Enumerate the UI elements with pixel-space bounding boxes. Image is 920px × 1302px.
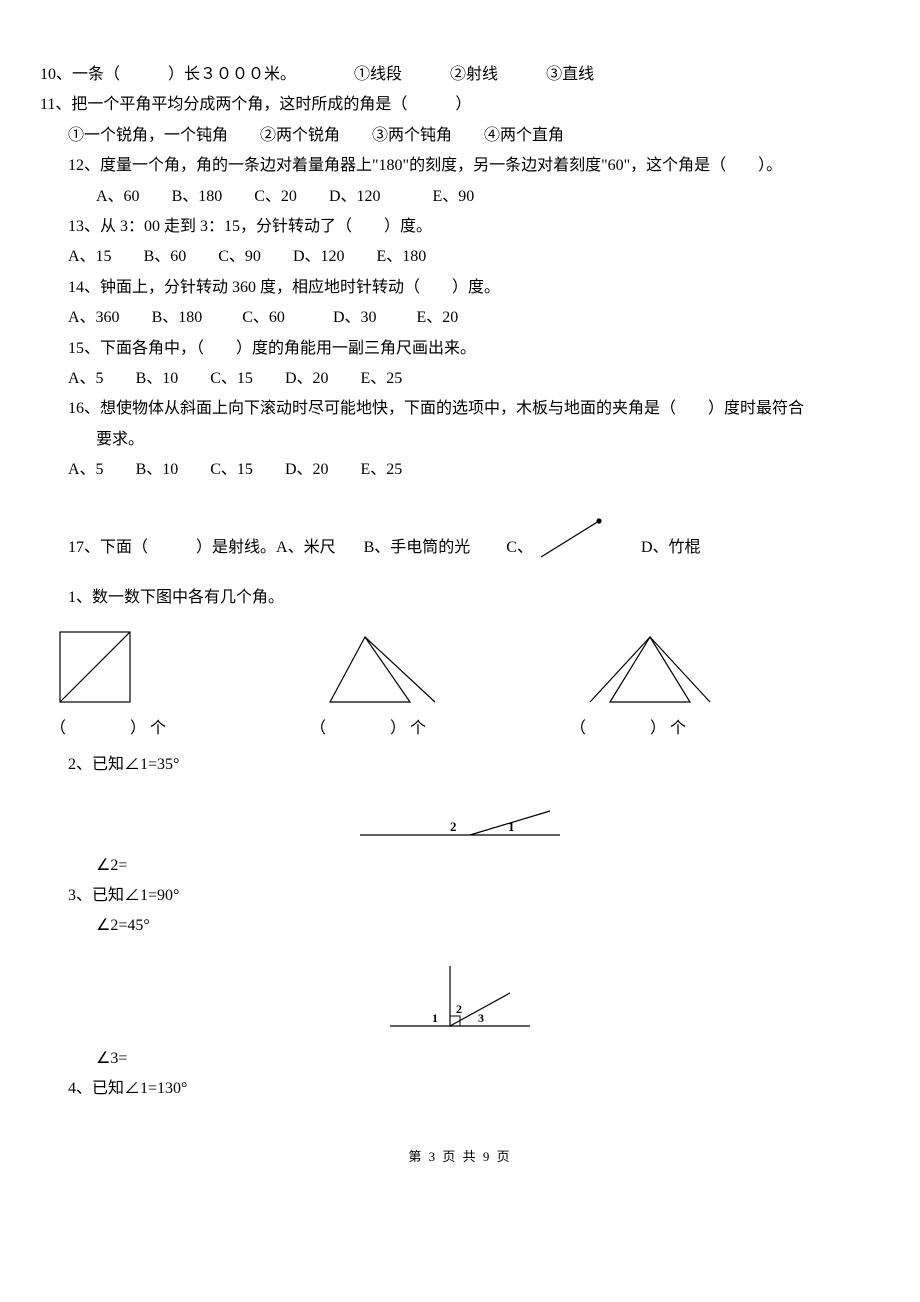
q17-A: A、米尺 bbox=[276, 533, 336, 563]
p3-figure: 1 2 3 bbox=[380, 958, 540, 1038]
q13-E: E、180 bbox=[377, 242, 427, 272]
q14-opts: A、360 B、180 C、60 D、30 E、20 bbox=[40, 303, 880, 333]
q13-D: D、120 bbox=[293, 242, 345, 272]
q12-B: B、180 bbox=[172, 182, 223, 212]
q14-C: C、60 bbox=[242, 303, 285, 333]
q16-B: B、10 bbox=[136, 455, 179, 485]
q12-D: D、120 bbox=[329, 182, 381, 212]
q16-opts: A、5 B、10 C、15 D、20 E、25 bbox=[40, 455, 880, 485]
p1-title: 1、数一数下图中各有几个角。 bbox=[40, 583, 880, 613]
svg-text:1: 1 bbox=[508, 819, 515, 834]
p4-title: 4、已知∠1=130° bbox=[40, 1074, 880, 1104]
q12-A: A、60 bbox=[96, 182, 140, 212]
q13-opts: A、15 B、60 C、90 D、120 E、180 bbox=[40, 242, 880, 272]
p2-ans: ∠2= bbox=[40, 851, 880, 881]
q12-text: 12、度量一个角，角的一条边对着量角器上"180"的刻度，另一条边对着刻度"60… bbox=[40, 151, 880, 181]
q11-line1: 11、把一个平角平均分成两个角，这时所成的角是（ ） bbox=[40, 90, 880, 120]
q16-D: D、20 bbox=[285, 455, 329, 485]
p1-figures bbox=[50, 622, 880, 712]
q11-opt2: ②两个锐角 bbox=[260, 121, 340, 151]
svg-text:2: 2 bbox=[456, 1002, 462, 1016]
q14-D: D、30 bbox=[333, 303, 377, 333]
q16-A: A、5 bbox=[68, 455, 104, 485]
q17: 17、下面（ ）是射线。 A、米尺 B、手电筒的光 C、 D、竹棍 bbox=[40, 513, 880, 563]
q10-opt1: ①线段 bbox=[354, 66, 402, 83]
q10-text-b: ）长３０００米。 bbox=[168, 66, 296, 83]
q15-text: 15、下面各角中，（ ）度的角能用一副三角尺画出来。 bbox=[40, 334, 880, 364]
svg-text:3: 3 bbox=[478, 1011, 484, 1025]
q14-B: B、180 bbox=[152, 303, 203, 333]
q17-text: 17、下面（ ）是射线。 bbox=[68, 533, 276, 563]
q16-line1: 16、想使物体从斜面上向下滚动时尽可能地快，下面的选项中，木板与地面的夹角是（ … bbox=[40, 394, 880, 424]
q12-opts: A、60 B、180 C、20 D、120 E、90 bbox=[40, 182, 880, 212]
q10-text-a: 10、一条（ bbox=[40, 66, 120, 83]
q13-B: B、60 bbox=[144, 242, 187, 272]
q10-opt2: ②射线 bbox=[450, 66, 498, 83]
p3-figure-wrap: 1 2 3 bbox=[40, 958, 880, 1038]
p2-figure-wrap: 2 1 bbox=[40, 805, 880, 845]
q16-line2: 要求。 bbox=[40, 425, 880, 455]
p1-cap1: （ ）个 bbox=[50, 714, 170, 744]
q14-E: E、20 bbox=[417, 303, 459, 333]
p1-cap3: （ ）个 bbox=[570, 714, 690, 744]
q13-A: A、15 bbox=[68, 242, 112, 272]
q11-opt3: ③两个钝角 bbox=[372, 121, 452, 151]
q17-B: B、手电筒的光 bbox=[364, 533, 471, 563]
q16-C: C、15 bbox=[210, 455, 253, 485]
q15-E: E、25 bbox=[361, 364, 403, 394]
q10-opt3: ③直线 bbox=[546, 66, 594, 83]
p1-fig2 bbox=[310, 622, 440, 712]
q12-E: E、90 bbox=[433, 182, 475, 212]
svg-text:2: 2 bbox=[450, 819, 457, 834]
q11-opts: ①一个锐角，一个钝角 ②两个锐角 ③两个钝角 ④两个直角 bbox=[40, 121, 880, 151]
q14-text: 14、钟面上，分针转动 360 度，相应地时针转动（ ）度。 bbox=[40, 273, 880, 303]
q12-C: C、20 bbox=[254, 182, 297, 212]
q15-A: A、5 bbox=[68, 364, 104, 394]
q17-C: C、 bbox=[506, 533, 533, 563]
q10: 10、一条（ ）长３０００米。 ①线段 ②射线 ③直线 bbox=[40, 60, 880, 90]
q11-opt4: ④两个直角 bbox=[484, 121, 564, 151]
q14-A: A、360 bbox=[68, 303, 120, 333]
p3-given: ∠2=45° bbox=[40, 911, 880, 941]
p2-title: 2、已知∠1=35° bbox=[40, 750, 880, 780]
p3-ans: ∠3= bbox=[40, 1044, 880, 1074]
p2-figure: 2 1 bbox=[350, 805, 570, 845]
p1-cap2: （ ）个 bbox=[310, 714, 430, 744]
p1-fig3 bbox=[580, 622, 720, 712]
q15-opts: A、5 B、10 C、15 D、20 E、25 bbox=[40, 364, 880, 394]
q15-C: C、15 bbox=[210, 364, 253, 394]
q13-C: C、90 bbox=[218, 242, 261, 272]
p3-title: 3、已知∠1=90° bbox=[40, 881, 880, 911]
page-footer: 第 3 页 共 9 页 bbox=[40, 1145, 880, 1170]
q16-E: E、25 bbox=[361, 455, 403, 485]
q11-opt1: ①一个锐角，一个钝角 bbox=[68, 121, 228, 151]
svg-text:1: 1 bbox=[432, 1011, 438, 1025]
q13-text: 13、从 3：00 走到 3：15，分针转动了（ ）度。 bbox=[40, 212, 880, 242]
q17-D: D、竹棍 bbox=[641, 533, 701, 563]
q15-B: B、10 bbox=[136, 364, 179, 394]
p1-captions: （ ）个 （ ）个 （ ）个 bbox=[50, 714, 880, 744]
q15-D: D、20 bbox=[285, 364, 329, 394]
ray-figure bbox=[533, 513, 613, 563]
p1-fig1 bbox=[50, 622, 170, 712]
